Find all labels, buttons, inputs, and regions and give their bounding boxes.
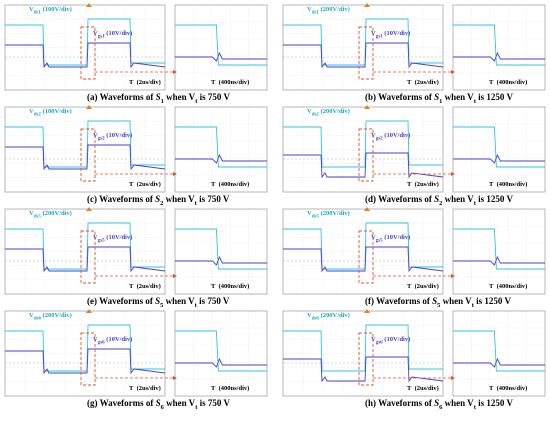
panel-b xyxy=(282,3,546,91)
vgs-label: Vgs5 (10V/div) xyxy=(93,234,133,244)
time-main-label: T (2us/div) xyxy=(407,385,439,392)
caption-g: (g) Waveforms of S6 when Vt is 750 V xyxy=(87,398,230,411)
vgs-label: Vgs5 (10V/div) xyxy=(371,234,411,244)
time-zoom-label: T (400ns/div) xyxy=(489,283,528,290)
time-main-label: T (2us/div) xyxy=(407,283,439,290)
time-main-label: T (2us/div) xyxy=(129,79,161,86)
caption-f: (f) Waveforms of S5 when Vt is 1250 V xyxy=(365,296,511,309)
caption-c: (c) Waveforms of S2 when Vt is 750 V xyxy=(87,194,230,207)
panel-f xyxy=(282,207,546,295)
time-main-label: T (2us/div) xyxy=(407,181,439,188)
vgs-label: Vgs1 (10V/div) xyxy=(93,30,133,40)
time-zoom-label: T (400ns/div) xyxy=(211,385,250,392)
vds-label: Vds1 (100V/div) xyxy=(29,6,72,16)
time-main-label: T (2us/div) xyxy=(129,385,161,392)
vds-label: Vds6 (200V/div) xyxy=(307,312,350,322)
vds-label: Vds2 (100V/div) xyxy=(29,108,72,118)
caption-b: (b) Waveforms of S1 when Vt is 1250 V xyxy=(365,92,513,105)
time-main-label: T (2us/div) xyxy=(129,181,161,188)
caption-h: (h) Waveforms of S6 when Vt is 1250 V xyxy=(365,398,513,411)
time-zoom-label: T (400ns/div) xyxy=(489,385,528,392)
vgs-label: Vgs2 (10V/div) xyxy=(93,132,133,142)
caption-e: (e) Waveforms of S5 when Vt is 750 V xyxy=(87,296,230,309)
vds-label: Vds2 (200V/div) xyxy=(307,108,350,118)
time-main-label: T (2us/div) xyxy=(129,283,161,290)
panel-g xyxy=(4,309,268,397)
panel-c xyxy=(4,105,268,193)
vds-label: Vds5 (200V/div) xyxy=(29,210,72,220)
caption-a: (a) Waveforms of S1 when Vt is 750 V xyxy=(87,92,230,105)
time-zoom-label: T (400ns/div) xyxy=(211,283,250,290)
panel-a xyxy=(4,3,268,91)
vds-label: Vds6 (200V/div) xyxy=(29,312,72,322)
vgs-label: Vgs6 (10V/div) xyxy=(93,336,133,346)
time-zoom-label: T (400ns/div) xyxy=(211,181,250,188)
panel-d xyxy=(282,105,546,193)
time-zoom-label: T (400ns/div) xyxy=(489,79,528,86)
vgs-label: Vgs6 (10V/div) xyxy=(371,336,411,346)
vgs-label: Vgs1 (10V/div) xyxy=(371,30,411,40)
vds-label: Vds5 (200V/div) xyxy=(307,210,350,220)
panel-e xyxy=(4,207,268,295)
vgs-label: Vgs2 (10V/div) xyxy=(371,132,411,142)
panel-h xyxy=(282,309,546,397)
vds-label: Vds1 (200V/div) xyxy=(307,6,350,16)
time-zoom-label: T (400ns/div) xyxy=(211,79,250,86)
caption-d: (d) Waveforms of S2 when Vt is 1250 V xyxy=(365,194,513,207)
time-main-label: T (2us/div) xyxy=(407,79,439,86)
time-zoom-label: T (400ns/div) xyxy=(489,181,528,188)
